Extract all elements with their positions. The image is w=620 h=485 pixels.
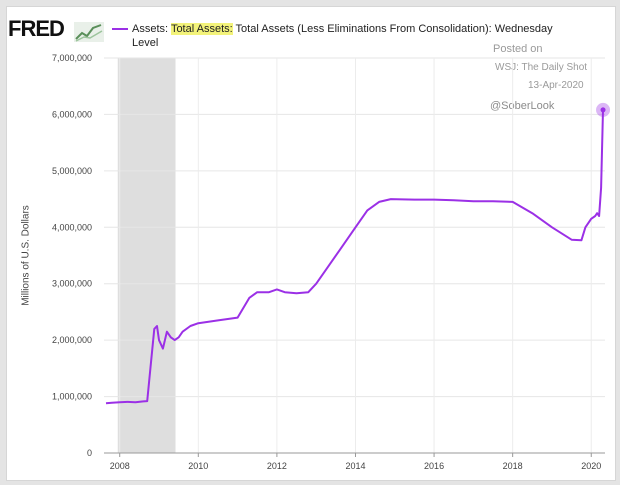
fred-graph-icon — [74, 22, 104, 42]
x-tick-label: 2020 — [581, 461, 601, 471]
y-tick-label: 6,000,000 — [52, 109, 92, 119]
chart-card — [6, 6, 616, 481]
y-tick-label: 2,000,000 — [52, 335, 92, 345]
x-tick-label: 2016 — [424, 461, 444, 471]
y-tick-label: 1,000,000 — [52, 392, 92, 402]
fred-logo: FRED — [8, 16, 65, 41]
legend-prefix: Assets: — [132, 23, 171, 35]
chart-legend: Assets: Total Assets: Total Assets (Less… — [112, 22, 562, 50]
y-tick-label: 5,000,000 — [52, 166, 92, 176]
y-tick-label: 4,000,000 — [52, 222, 92, 232]
legend-text: Total Assets (Less Eliminations From Con… — [232, 23, 553, 35]
watermark-handle: @SoberLook — [490, 100, 555, 112]
series-line — [105, 109, 604, 405]
y-tick-label: 3,000,000 — [52, 279, 92, 289]
legend-level: Level — [132, 37, 159, 49]
x-tick-label: 2008 — [110, 461, 130, 471]
y-tick-label: 0 — [87, 448, 92, 458]
x-tick-label: 2010 — [188, 461, 208, 471]
recession-shading — [117, 58, 176, 453]
legend-swatch — [112, 28, 128, 31]
legend-highlight: Total Assets: — [170, 23, 233, 35]
x-tick-label: 2014 — [345, 461, 365, 471]
watermark-source: WSJ: The Daily Shot — [495, 62, 588, 73]
x-tick-label: 2012 — [267, 461, 287, 471]
last-point-marker — [600, 107, 606, 113]
y-tick-label: 7,000,000 — [52, 53, 92, 63]
x-tick-label: 2018 — [503, 461, 523, 471]
watermark-date: 13-Apr-2020 — [528, 80, 584, 91]
watermark-posted-on: Posted on — [493, 43, 543, 55]
